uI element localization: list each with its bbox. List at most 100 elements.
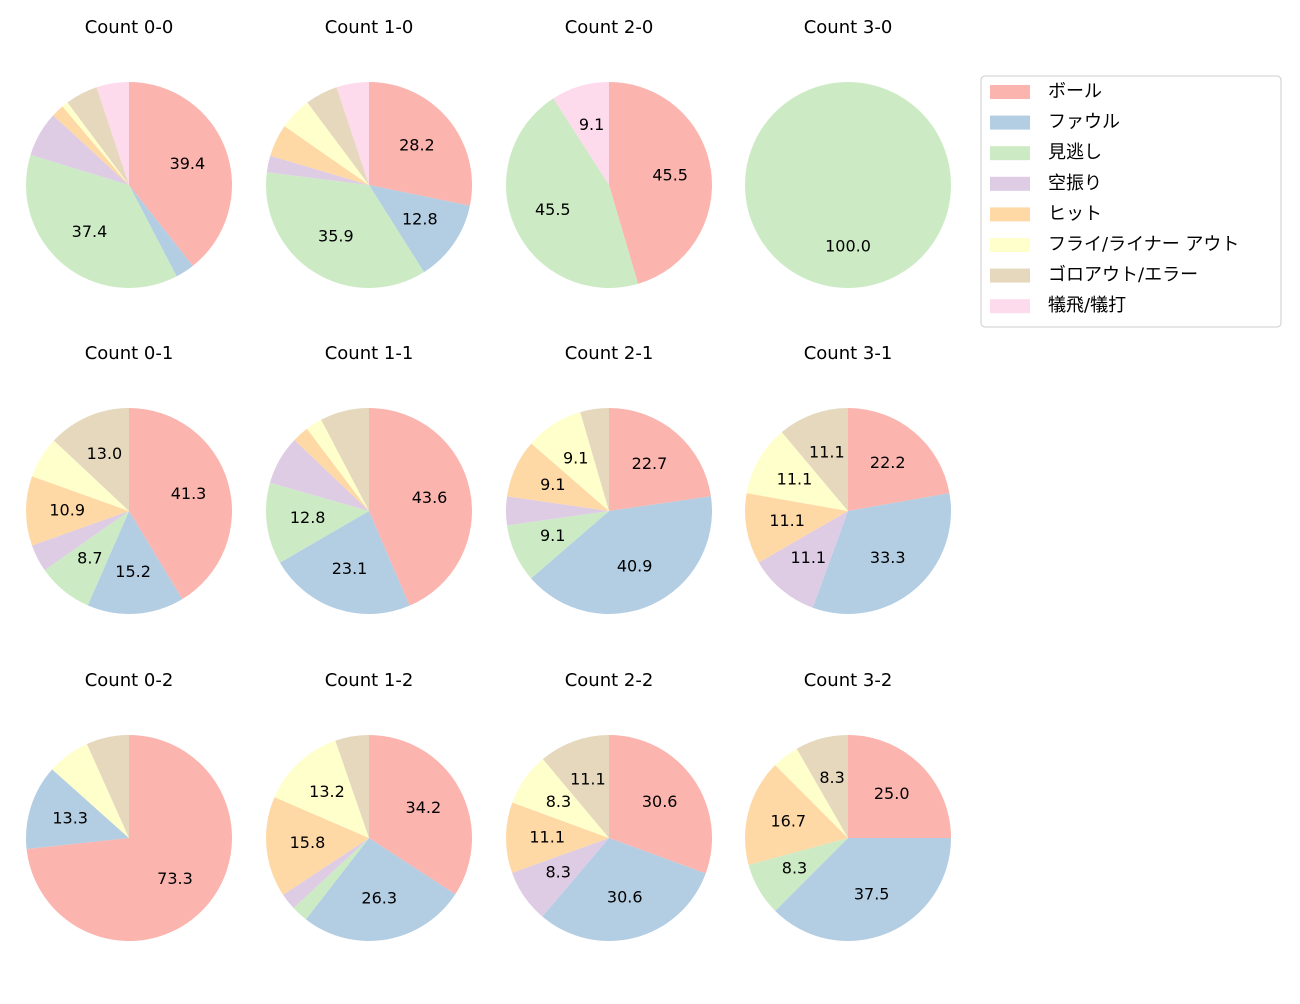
- pie-slice: [542, 838, 706, 941]
- slice-label: 9.1: [540, 526, 565, 545]
- legend-swatch: [990, 238, 1030, 252]
- pie-slice: [796, 735, 848, 838]
- pie-slice: [305, 838, 456, 941]
- pie-slice: [553, 82, 609, 185]
- pie-slice: [507, 511, 609, 579]
- pie-slice: [542, 735, 609, 838]
- slice-label: 13.3: [52, 809, 88, 828]
- pie-slice: [279, 511, 410, 614]
- slice-label: 13.2: [309, 782, 345, 801]
- slice-label: 12.8: [402, 210, 438, 229]
- slice-label: 8.3: [545, 863, 570, 882]
- pie-slice: [369, 185, 470, 273]
- slice-label: 33.3: [870, 548, 906, 567]
- slice-label: 9.1: [540, 475, 565, 494]
- legend-swatch: [990, 176, 1030, 191]
- pie-slice: [512, 759, 609, 838]
- pie-slice: [274, 740, 369, 838]
- pie-slice: [96, 82, 129, 185]
- pie-title: Count 0-0: [85, 17, 174, 38]
- legend-label: 空振り: [1048, 173, 1102, 194]
- pie-title: Count 1-2: [325, 670, 414, 691]
- pie-slice: [294, 428, 369, 511]
- pie-slice: [129, 408, 232, 600]
- pie-title: Count 0-2: [85, 670, 174, 691]
- legend-label: フライ/ライナー アウト: [1048, 234, 1239, 255]
- slice-label: 11.1: [790, 548, 826, 567]
- pie-slice: [270, 126, 369, 185]
- slice-label: 11.1: [529, 827, 565, 846]
- slice-label: 40.9: [617, 557, 653, 576]
- pie-slice: [86, 735, 129, 838]
- pie-slice: [53, 408, 129, 511]
- pie-slice: [369, 82, 472, 206]
- pie-slice: [306, 419, 369, 511]
- pie-slice: [293, 838, 369, 920]
- pie-slice: [25, 476, 129, 546]
- slice-label: 11.1: [570, 769, 606, 788]
- legend-label: ファウル: [1048, 112, 1120, 133]
- slice-label: 15.8: [290, 833, 326, 852]
- pie-slice: [283, 838, 369, 909]
- pie-title: Count 0-1: [85, 343, 174, 364]
- legend-swatch: [990, 115, 1030, 130]
- pie-slice: [748, 838, 848, 911]
- pie-slice: [25, 154, 177, 288]
- slice-label: 73.3: [157, 869, 193, 888]
- pie-slice: [609, 82, 712, 284]
- slice-label: 100.0: [825, 236, 871, 255]
- slice-label: 8.3: [546, 792, 571, 811]
- pie-title: Count 3-2: [804, 670, 893, 691]
- slice-label: 39.4: [170, 154, 206, 173]
- legend-swatch: [990, 268, 1030, 283]
- legend-swatch: [990, 299, 1030, 314]
- slice-label: 8.7: [77, 548, 102, 567]
- legend-frame: [980, 75, 1282, 328]
- pie-slice: [265, 172, 424, 289]
- slice-label: 22.2: [870, 453, 906, 472]
- slice-label: 37.5: [854, 885, 890, 904]
- slice-label: 12.8: [290, 508, 326, 527]
- pie-slice: [506, 802, 609, 873]
- pie-slice: [307, 87, 369, 185]
- slice-label: 22.7: [632, 454, 668, 473]
- pie-slice: [266, 482, 369, 563]
- slice-label: 26.3: [361, 888, 397, 907]
- pie-title: Count 3-1: [804, 343, 893, 364]
- pie-title: Count 2-1: [565, 343, 654, 364]
- slice-label: 11.1: [809, 442, 845, 461]
- pie-slice: [506, 98, 639, 289]
- slice-label: 35.9: [318, 227, 354, 246]
- pie-slice: [53, 106, 129, 185]
- pie-slice: [321, 408, 369, 511]
- pie-title: Count 2-2: [565, 670, 654, 691]
- pie-slice: [30, 115, 130, 185]
- legend-label: ゴロアウト/エラー: [1048, 265, 1198, 286]
- pie-slice: [369, 735, 472, 895]
- slice-label: 13.0: [87, 444, 123, 463]
- pie-slice: [812, 493, 951, 614]
- slice-label: 8.3: [782, 858, 807, 877]
- pie-slice: [369, 408, 472, 606]
- slice-label: 41.3: [171, 484, 207, 503]
- pie-slice: [609, 408, 711, 511]
- pie-title: Count 2-0: [565, 17, 654, 38]
- pie-slice: [746, 432, 848, 511]
- pie-slice: [44, 511, 129, 606]
- legend-label: 犠飛/犠打: [1048, 295, 1126, 316]
- slice-label: 15.2: [115, 562, 151, 581]
- legend-swatch: [990, 207, 1030, 222]
- slice-label: 34.2: [406, 798, 442, 817]
- pie-slice: [129, 82, 232, 266]
- slice-label: 30.6: [642, 792, 678, 811]
- slice-label: 28.2: [399, 135, 435, 154]
- slice-label: 16.7: [770, 812, 806, 831]
- pie-slice: [335, 735, 369, 838]
- legend-label: ボール: [1048, 81, 1102, 102]
- pie-slice: [609, 735, 712, 874]
- slice-label: 30.6: [607, 887, 643, 906]
- legend-label: 見逃し: [1048, 142, 1102, 163]
- slice-label: 45.5: [535, 200, 571, 219]
